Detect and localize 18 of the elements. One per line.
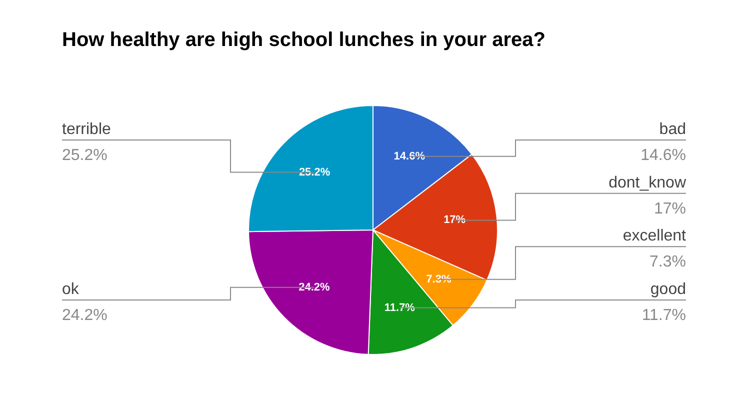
slice-label: terrible: [62, 121, 112, 138]
slice-label: good: [650, 281, 686, 298]
slice-label: ok: [62, 281, 80, 298]
text: 17%: [654, 200, 686, 218]
text: 24.2%: [62, 307, 108, 324]
text: 11.7%: [642, 307, 686, 324]
data-label: 17%: [444, 214, 466, 226]
data-label: 25.2%: [298, 166, 330, 178]
text: 25.2%: [62, 147, 108, 164]
data-label: 24.2%: [298, 281, 330, 294]
text: 7.3%: [650, 254, 686, 271]
data-label: 14.6%: [394, 150, 426, 162]
slice-label: excellent: [622, 228, 687, 245]
chart-title: How healthy are high school lunches in your area?: [62, 29, 546, 51]
data-label: 11.7%: [384, 302, 416, 314]
slice-label: bad: [659, 121, 686, 138]
slice-label: dont_know: [608, 174, 686, 192]
text: 14.6%: [640, 147, 686, 164]
